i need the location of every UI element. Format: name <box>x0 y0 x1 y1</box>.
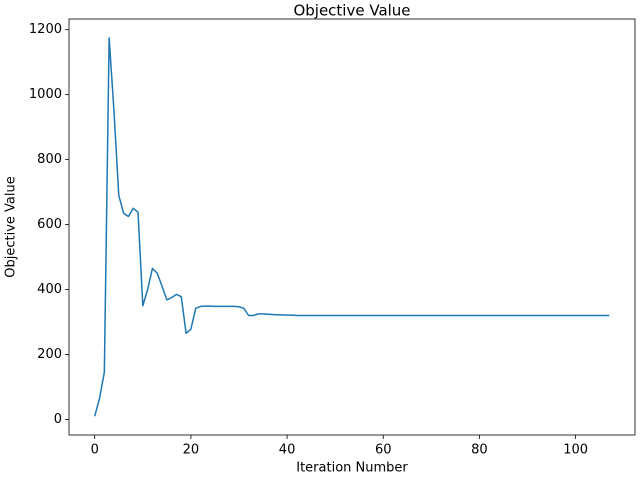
y-tick-label: 1000 <box>29 87 62 102</box>
x-tick-label: 100 <box>563 443 588 458</box>
x-tick-label: 60 <box>375 443 392 458</box>
x-tick-label: 0 <box>91 443 99 458</box>
x-axis-label: Iteration Number <box>296 461 408 476</box>
y-tick-label: 200 <box>37 347 62 362</box>
line <box>94 37 610 417</box>
x-tick-label: 80 <box>471 443 488 458</box>
y-tick-label: 400 <box>37 282 62 297</box>
y-tick-label: 800 <box>37 152 62 167</box>
chart-title: Objective Value <box>293 2 410 20</box>
y-tick-label: 600 <box>37 217 62 232</box>
axes-frame <box>68 18 636 436</box>
y-tick-label: 1200 <box>29 22 62 37</box>
x-tick-label: 40 <box>279 443 296 458</box>
y-tick-label: 0 <box>54 412 62 427</box>
y-axis-label: Objective Value <box>4 176 19 277</box>
x-tick-label: 20 <box>183 443 200 458</box>
